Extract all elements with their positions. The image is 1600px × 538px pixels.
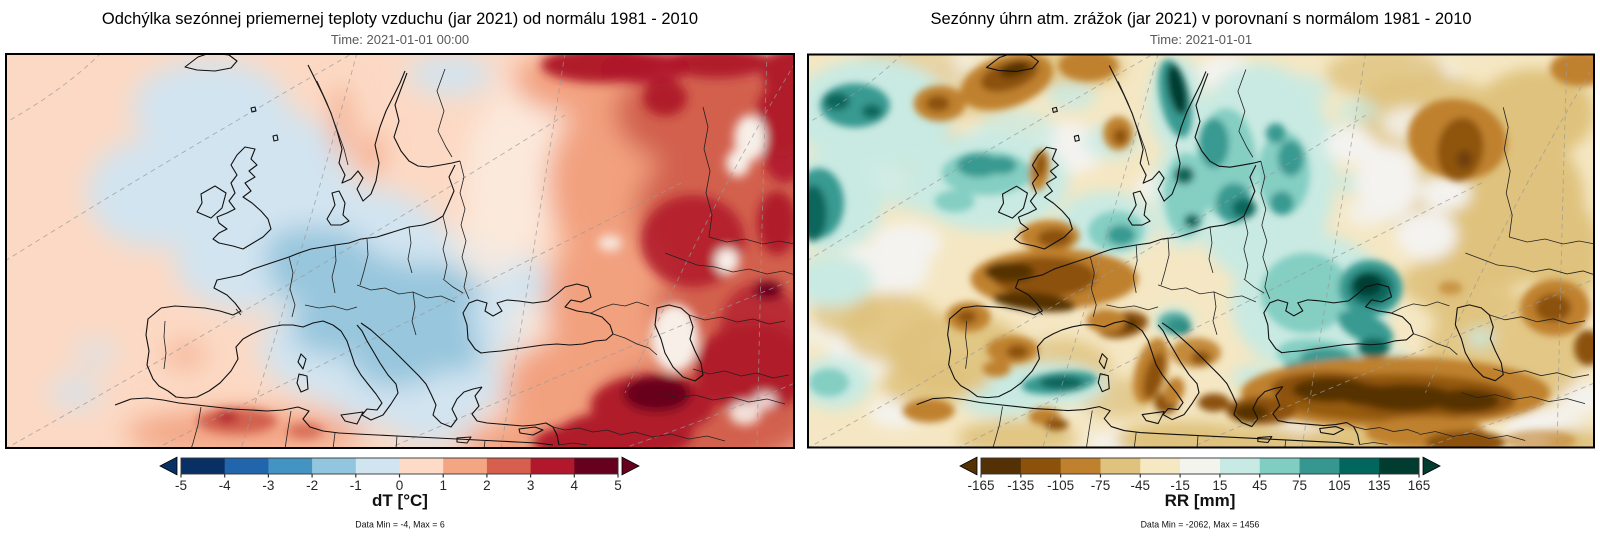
svg-text:RR [mm]: RR [mm] xyxy=(1165,491,1236,510)
svg-text:-165: -165 xyxy=(967,478,994,493)
svg-text:0: 0 xyxy=(396,478,404,493)
svg-text:-5: -5 xyxy=(175,478,187,493)
svg-text:-4: -4 xyxy=(219,478,231,493)
svg-text:Data Min = -4, Max = 6: Data Min = -4, Max = 6 xyxy=(355,520,445,530)
svg-text:Data Min = -2062, Max = 1456: Data Min = -2062, Max = 1456 xyxy=(1141,520,1260,530)
svg-text:5: 5 xyxy=(614,478,622,493)
svg-text:165: 165 xyxy=(1408,478,1431,493)
svg-text:-1: -1 xyxy=(350,478,362,493)
svg-text:1: 1 xyxy=(439,478,447,493)
svg-text:105: 105 xyxy=(1328,478,1351,493)
svg-text:45: 45 xyxy=(1252,478,1267,493)
svg-text:-3: -3 xyxy=(262,478,274,493)
svg-text:15: 15 xyxy=(1212,478,1227,493)
svg-text:75: 75 xyxy=(1292,478,1307,493)
svg-text:-75: -75 xyxy=(1091,478,1111,493)
svg-text:-105: -105 xyxy=(1047,478,1074,493)
svg-text:4: 4 xyxy=(571,478,579,493)
svg-text:-135: -135 xyxy=(1007,478,1034,493)
svg-text:-45: -45 xyxy=(1131,478,1151,493)
svg-text:-15: -15 xyxy=(1170,478,1190,493)
svg-text:135: 135 xyxy=(1368,478,1391,493)
svg-text:2: 2 xyxy=(483,478,491,493)
svg-text:-2: -2 xyxy=(306,478,318,493)
svg-text:3: 3 xyxy=(527,478,535,493)
svg-text:dT [°C]: dT [°C] xyxy=(372,491,428,510)
